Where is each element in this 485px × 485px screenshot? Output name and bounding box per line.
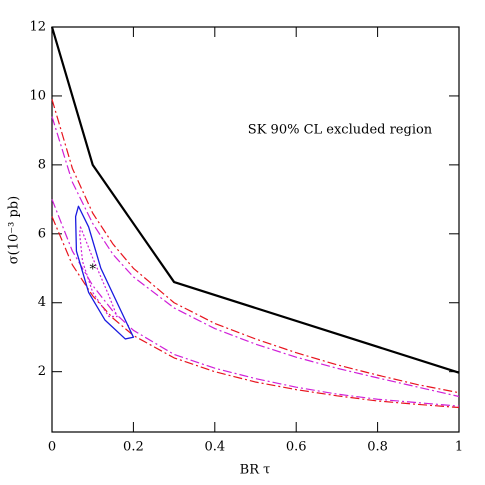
curve — [51, 199, 460, 407]
x-tick-label: 1 — [455, 440, 463, 455]
y-tick-label: 12 — [29, 20, 46, 35]
curve — [51, 99, 460, 394]
x-tick-label: 0 — [48, 440, 56, 455]
contour — [74, 205, 135, 340]
plot-frame — [51, 26, 460, 433]
y-tick-label: 4 — [38, 295, 46, 310]
curve — [51, 116, 460, 398]
x-tick-label: 0.8 — [367, 440, 388, 455]
curve — [51, 216, 460, 409]
annotation: SK 90% CL excluded region — [248, 123, 433, 138]
y-tick-label: 2 — [38, 364, 46, 379]
curve — [50, 26, 460, 374]
y-axis-label: σ(10⁻³ pb) — [7, 196, 22, 264]
y-tick-label: 10 — [29, 88, 46, 103]
star-marker: * — [89, 262, 96, 277]
y-tick-label: 6 — [38, 226, 46, 241]
y-tick-label: 8 — [38, 157, 46, 172]
contour — [79, 226, 118, 318]
x-tick-label: 0.2 — [123, 440, 144, 455]
x-tick-label: 0.4 — [204, 440, 225, 455]
x-axis-label: BR τ — [240, 463, 271, 478]
x-tick-label: 0.6 — [286, 440, 307, 455]
